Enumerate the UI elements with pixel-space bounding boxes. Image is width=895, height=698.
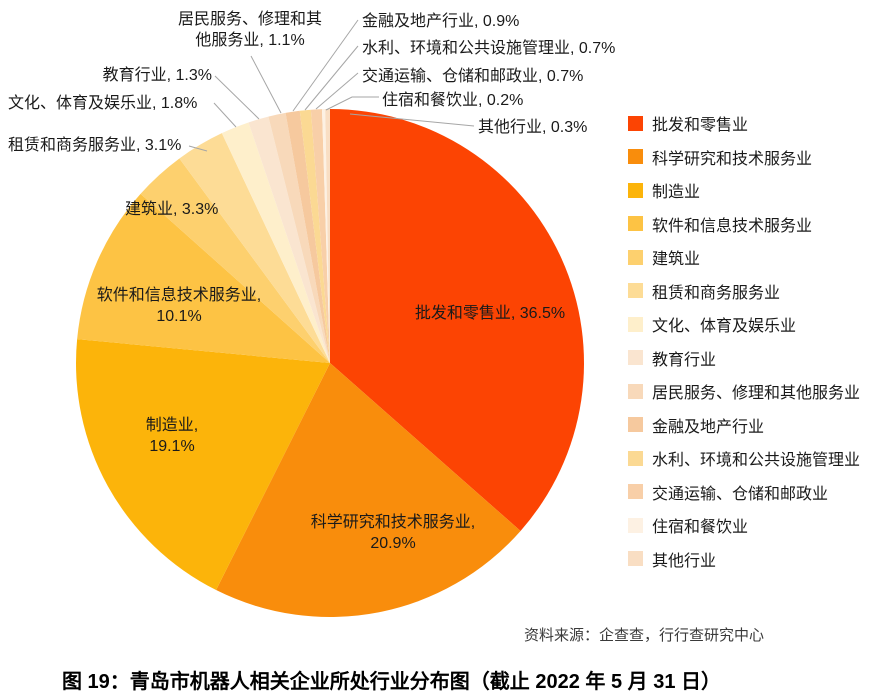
legend-item-2: 制造业	[628, 179, 860, 201]
legend-swatch	[628, 283, 643, 298]
legend-label: 水利、环境和公共设施管理业	[652, 452, 861, 469]
slice-label-5: 租赁和商务服务业, 3.1%	[8, 137, 182, 154]
slice-label-0: 批发和零售业, 36.5%	[414, 305, 566, 322]
leader-line-5	[304, 45, 359, 111]
pie-slice-1	[216, 363, 521, 618]
legend-item-10: 水利、环境和公共设施管理业	[628, 447, 860, 469]
legend-swatch	[628, 182, 643, 198]
slice-label-3: 软件和信息技术服务业, 10.1%	[96, 287, 262, 325]
leader-line-4	[292, 19, 359, 112]
legend-label: 交通运输、仓储和邮政业	[652, 485, 829, 503]
slice-label-13: 其他行业, 0.3%	[478, 119, 588, 136]
slice-label-11: 交通运输、仓储和邮政业, 0.7%	[362, 68, 584, 85]
slice-label-6: 文化、体育及娱乐业, 1.8%	[8, 95, 198, 112]
legend: 批发和零售业科学研究和技术服务业 制造业软件和信息技术服务业 建筑业租赁和商务服务业…	[628, 112, 860, 581]
legend-label: 批发和零售业	[652, 117, 749, 134]
legend-label: 制造业	[652, 184, 701, 201]
leader-line-1	[214, 75, 260, 120]
legend-item-13: 其他行业	[628, 548, 860, 570]
pie-slice-11	[310, 109, 330, 363]
leader-line-2	[213, 102, 237, 128]
legend-swatch	[628, 383, 643, 399]
legend-label: 教育行业	[652, 351, 717, 369]
leader-line-8	[349, 113, 475, 127]
legend-label: 科学研究和技术服务业	[652, 150, 813, 168]
slice-label-10: 水利、环境和公共设施管理业, 0.7%	[362, 40, 616, 57]
legend-label: 其他行业	[652, 552, 717, 570]
legend-item-8: 居民服务、修理和其他服务业	[628, 380, 860, 402]
slice-label-12: 住宿和餐饮业, 0.2%	[382, 92, 524, 109]
pie-slice-8	[268, 112, 330, 363]
slice-label-2: 制造业, 19.1%	[145, 417, 199, 455]
slice-label-9: 金融及地产行业, 0.9%	[362, 13, 520, 30]
leader-line-7	[325, 96, 379, 111]
legend-swatch	[628, 517, 643, 533]
legend-swatch	[628, 551, 643, 566]
legend-item-0: 批发和零售业	[628, 112, 860, 134]
pie-slice-10	[299, 109, 330, 363]
pie-slice-3	[77, 193, 330, 363]
legend-item-9: 金融及地产行业	[628, 414, 860, 436]
pie-slice-5	[179, 133, 330, 363]
pie-slice-9	[285, 110, 330, 363]
legend-label: 金融及地产行业	[652, 418, 765, 436]
figure-caption: 图 19：青岛市机器人相关企业所处行业分布图（截止 2022 年 5 月 31 …	[62, 671, 722, 693]
legend-label: 文化、体育及娱乐业	[652, 318, 797, 335]
pie-slice-6	[221, 122, 330, 363]
leader-line-3	[188, 145, 208, 152]
pie-slice-13	[325, 109, 330, 363]
legend-item-1: 科学研究和技术服务业	[628, 146, 860, 168]
leader-line-6	[315, 72, 359, 110]
pie-slice-2	[76, 339, 331, 591]
legend-label: 租赁和商务服务业	[652, 284, 781, 302]
legend-item-12: 住宿和餐饮业	[628, 514, 860, 536]
legend-swatch	[628, 450, 643, 466]
slice-label-1: 科学研究和技术服务业, 20.9%	[310, 514, 476, 552]
legend-item-7: 教育行业	[628, 347, 860, 369]
legend-swatch	[628, 350, 643, 365]
leader-line-0	[250, 55, 282, 114]
legend-swatch	[628, 115, 643, 131]
legend-label: 软件和信息技术服务业	[652, 217, 813, 235]
slice-label-8: 居民服务、修理和其他服务业, 1.1%	[177, 11, 322, 49]
legend-item-11: 交通运输、仓储和邮政业	[628, 481, 860, 503]
legend-item-6: 文化、体育及娱乐业	[628, 313, 860, 335]
legend-label: 建筑业	[652, 251, 701, 268]
legend-item-5: 租赁和商务服务业	[628, 280, 860, 302]
legend-item-4: 建筑业	[628, 246, 860, 268]
legend-swatch	[628, 249, 643, 265]
legend-label: 居民服务、修理和其他服务业	[652, 385, 861, 402]
legend-swatch	[628, 216, 643, 231]
pie-slice-4	[140, 158, 330, 363]
legend-swatch	[628, 417, 643, 432]
pie-slice-0	[330, 109, 584, 531]
legend-label: 住宿和餐饮业	[652, 519, 749, 536]
pie-slice-12	[322, 109, 330, 363]
legend-item-3: 软件和信息技术服务业	[628, 213, 860, 235]
pie-slice-7	[248, 116, 330, 363]
legend-swatch	[628, 149, 643, 164]
source-note: 资料来源：企查查，行行查研究中心	[524, 627, 765, 644]
pie-chart	[76, 19, 584, 618]
slice-label-7: 教育行业, 1.3%	[102, 67, 212, 84]
legend-swatch	[628, 316, 643, 332]
slice-label-4: 建筑业, 3.3%	[125, 201, 219, 218]
legend-swatch	[628, 484, 643, 499]
